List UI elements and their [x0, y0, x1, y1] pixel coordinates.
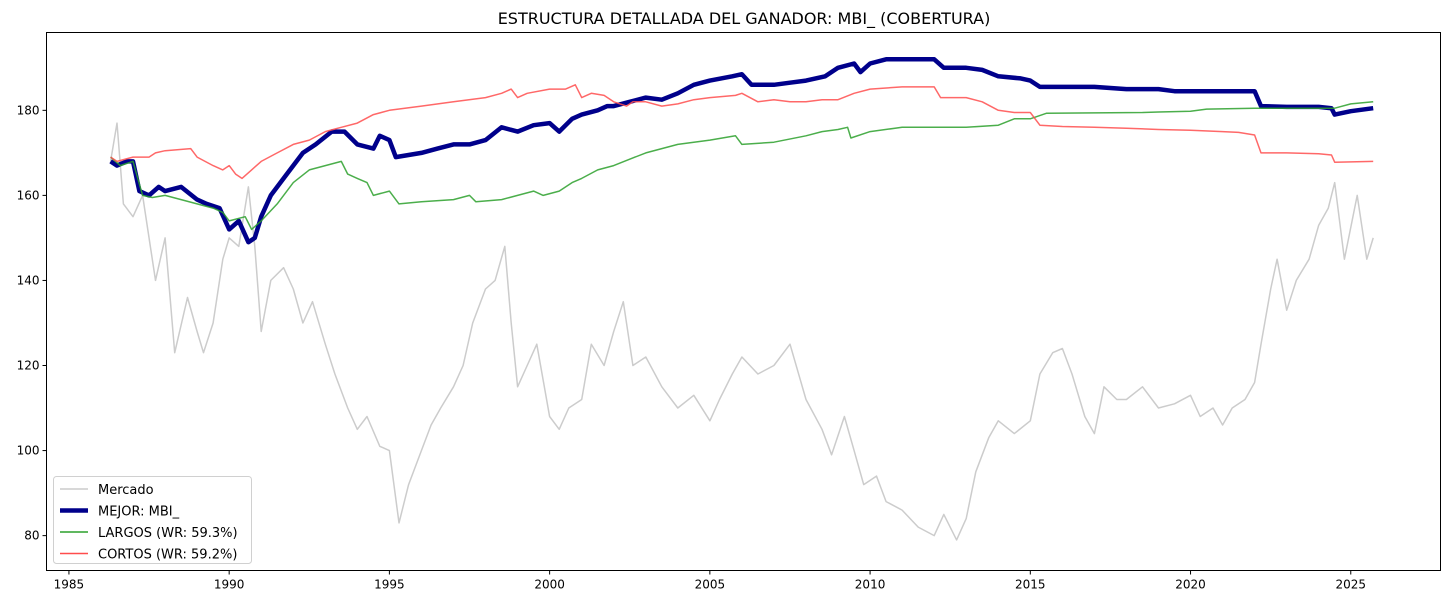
chart-title: ESTRUCTURA DETALLADA DEL GANADOR: MBI_ (… [498, 9, 991, 29]
x-tick-label: 2020 [1175, 578, 1206, 592]
x-tick-label: 2010 [855, 578, 886, 592]
legend-label-1: MEJOR: MBI_ [98, 505, 180, 520]
legend-label-3: CORTOS (WR: 59.2%) [98, 548, 237, 563]
x-axis: 1985 1990 1995 2000 2005 2010 2015 2020 2025 [54, 570, 1366, 592]
x-tick-label: 2015 [1015, 578, 1046, 592]
x-tick-label: 2000 [534, 578, 565, 592]
x-tick-label: 1990 [214, 578, 245, 592]
y-tick-label: 100 [17, 444, 40, 458]
legend: Mercado MEJOR: MBI_ LARGOS (WR: 59.3%) CORT… [53, 476, 252, 564]
series-line-3 [110, 84, 1374, 180]
y-tick-label: 180 [17, 103, 40, 117]
plot-frame [46, 32, 1441, 571]
x-tick-label: 1985 [54, 578, 85, 592]
series-line-0 [109, 122, 1374, 541]
y-axis: 80 100 120 140 160 180 [17, 103, 47, 543]
series-layer [109, 57, 1374, 541]
y-tick-label: 140 [17, 273, 40, 287]
legend-box [53, 476, 252, 564]
y-tick-label: 160 [17, 188, 40, 202]
y-tick-label: 80 [24, 529, 39, 543]
x-tick-label: 2025 [1335, 578, 1366, 592]
x-tick-label: 2005 [695, 578, 726, 592]
series-line-2 [110, 101, 1374, 231]
series-line-1 [109, 57, 1374, 245]
x-tick-label: 1995 [374, 578, 405, 592]
legend-label-0: Mercado [98, 483, 154, 498]
legend-label-2: LARGOS (WR: 59.3%) [98, 526, 238, 541]
y-tick-label: 120 [17, 359, 40, 373]
